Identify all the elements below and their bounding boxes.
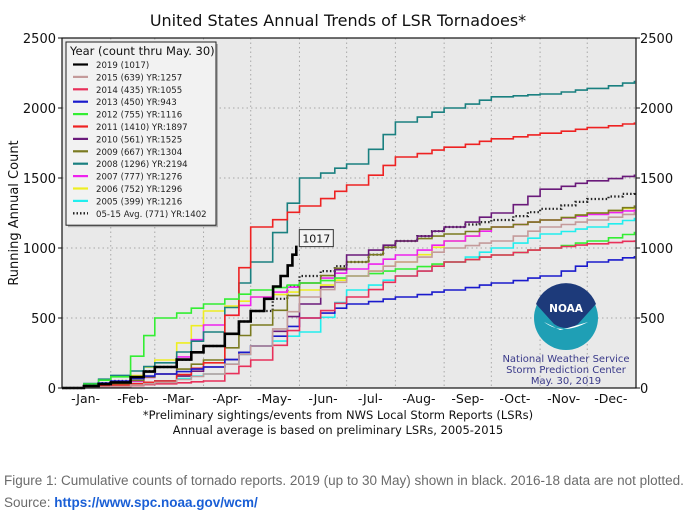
y-tick-label: 500 [31, 312, 56, 327]
x-tick-label: -Nov- [547, 391, 580, 406]
legend-entry: 2012 (755) YR:1116 [96, 111, 182, 121]
legend-entry: 2014 (435) YR:1055 [96, 86, 182, 96]
y-axis-label: Running Annual Count [7, 140, 22, 285]
legend-entry: 2010 (561) YR:1525 [96, 135, 182, 145]
series-line-2011 [62, 122, 636, 389]
source-link[interactable]: https://www.spc.noaa.gov/wcm/ [54, 495, 258, 510]
legend-title: Year (count thru May. 30) [69, 44, 215, 58]
y-axis-right: 0 500 1000 1500 2000 2500 [636, 32, 673, 397]
legend-entry: 2011 (1410) YR:1897 [96, 123, 188, 133]
y-tick-label: 2000 [23, 102, 56, 117]
logo-line: National Weather Service [502, 354, 629, 365]
legend-entry: 2007 (777) YR:1276 [96, 173, 182, 183]
x-tick-label: -Jan- [71, 391, 100, 406]
series-line-2019 [62, 245, 298, 390]
legend-entry: 2013 (450) YR:943 [96, 98, 177, 108]
x-tick-label: -Sep- [451, 391, 484, 406]
y-tick-label: 0 [48, 382, 56, 397]
legend-entry: 2008 (1296) YR:2194 [96, 160, 188, 170]
x-tick-label: -Dec- [594, 391, 627, 406]
legend-entry: 2019 (1017) [96, 61, 149, 71]
footnote-2: Annual average is based on preliminary L… [173, 423, 503, 437]
logo-line: May. 30, 2019 [531, 376, 601, 387]
x-tick-label: -Feb- [117, 391, 148, 406]
x-tick-label: -Jul- [358, 391, 383, 406]
series-line-2008 [62, 80, 636, 389]
logo-name: NOAA [549, 303, 584, 315]
y-tick-label-right: 2000 [640, 102, 673, 117]
figure-caption: Figure 1: Cumulative counts of tornado r… [4, 470, 694, 514]
x-tick-label: -Apr- [212, 391, 242, 406]
annotations: 1017 [298, 229, 334, 248]
x-tick-label: -May- [257, 391, 292, 406]
y-tick-label-right: 1500 [640, 172, 673, 187]
series-line-2015 [62, 212, 636, 389]
x-tick-label: -Mar- [162, 391, 194, 406]
x-tick-label: -Aug- [402, 391, 435, 406]
y-axis-left: 0 500 1000 1500 2000 2500 [23, 32, 62, 397]
logo-top [536, 283, 596, 328]
logo-line: Storm Prediction Center [506, 365, 627, 376]
x-tick-label: -Jun- [308, 391, 337, 406]
y-tick-label-right: 2500 [640, 32, 673, 47]
y-tick-label-right: 1000 [640, 242, 673, 257]
series-lines [62, 80, 636, 390]
legend: Year (count thru May. 30) 2019 (1017) 2015… [65, 41, 218, 228]
tornado-chart: United States Annual Trends of LSR Torna… [7, 11, 673, 437]
y-tick-label: 1500 [23, 172, 56, 187]
y-tick-label-right: 0 [640, 382, 648, 397]
annotation-box [298, 229, 334, 248]
legend-entry: 05-15 Avg. (771) YR:1402 [96, 210, 207, 220]
x-axis: -Jan- -Feb- -Mar- -Apr- -May- -Jun- -Jul- -Aug-… [71, 391, 627, 406]
annotation-label: 1017 [302, 233, 330, 246]
logo-bird [544, 322, 588, 330]
legend-entry: 2009 (667) YR:1304 [96, 148, 182, 158]
chart-title: United States Annual Trends of LSR Torna… [150, 11, 526, 30]
y-tick-label: 1000 [23, 242, 56, 257]
footnote-1: *Preliminary sightings/events from NWS L… [143, 408, 533, 422]
legend-entry: 2015 (639) YR:1257 [96, 73, 182, 83]
y-tick-label-right: 500 [640, 312, 665, 327]
legend-box [65, 41, 217, 226]
x-tick-label: -Oct- [499, 391, 530, 406]
legend-entry: 2005 (399) YR:1216 [96, 197, 182, 207]
caption-text: Figure 1: Cumulative counts of tornado r… [4, 473, 684, 510]
legend-entry: 2006 (752) YR:1296 [96, 185, 182, 195]
plot-frame [61, 37, 637, 389]
y-tick-label: 2500 [23, 32, 56, 47]
